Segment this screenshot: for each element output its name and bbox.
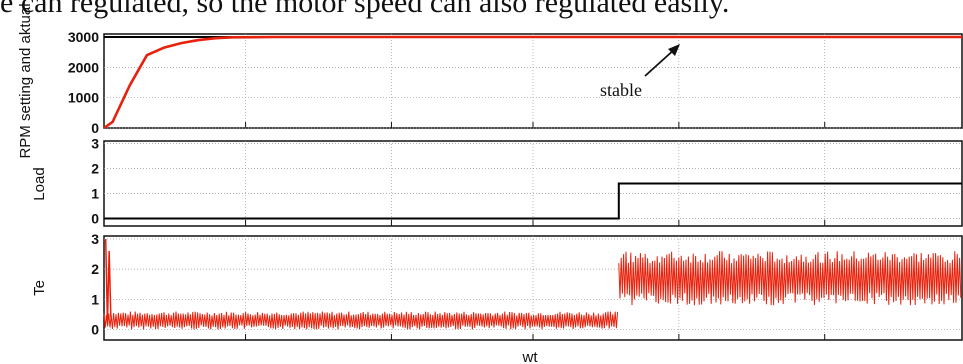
load-yticks: 0 1 2 3 — [91, 136, 99, 227]
rpm-panel-frame — [103, 33, 963, 129]
load-series — [104, 182, 962, 220]
rpm-yticks: 0 1000 2000 3000 — [68, 29, 99, 136]
te-panel: 0 1 2 3 Te wt — [31, 231, 963, 364]
te-signal-segment — [103, 311, 619, 330]
te-ylabel: Te — [31, 280, 48, 296]
stable-arrow-line — [644, 47, 677, 77]
load-step-line — [104, 182, 962, 220]
y-tick-label: 3 — [91, 136, 99, 152]
stable-annotation: stable — [600, 80, 642, 100]
y-tick-label: 3000 — [68, 29, 99, 45]
rpm-actual-line — [103, 35, 962, 130]
y-tick-label: 1 — [91, 186, 99, 202]
y-tick-label: 0 — [91, 120, 99, 136]
te-series — [103, 238, 962, 330]
rpm-series — [103, 35, 962, 130]
x-axis-label: wt — [522, 349, 539, 364]
y-tick-label: 0 — [91, 321, 99, 337]
load-ylabel: Load — [31, 167, 48, 200]
y-tick-label: 0 — [91, 211, 99, 227]
te-start-spike — [104, 238, 112, 324]
rpm-panel: 0 1000 2000 3000 RPM setting and aktual sta… — [17, 3, 963, 159]
y-tick-label: 3 — [91, 231, 99, 247]
load-panel: 0 1 2 3 Load — [31, 136, 963, 227]
te-yticks: 0 1 2 3 — [91, 231, 99, 337]
caption-text: e can regulated, so the motor speed can … — [0, 0, 730, 19]
y-tick-label: 1 — [91, 291, 99, 307]
y-tick-label: 1000 — [68, 90, 99, 106]
y-tick-label: 2 — [91, 161, 99, 177]
y-tick-label: 2 — [91, 261, 99, 277]
rpm-ylabel: RPM setting and aktual — [17, 3, 34, 158]
te-signal-segment — [618, 251, 962, 306]
stable-arrow-head — [668, 44, 680, 56]
y-tick-label: 2000 — [68, 59, 99, 75]
